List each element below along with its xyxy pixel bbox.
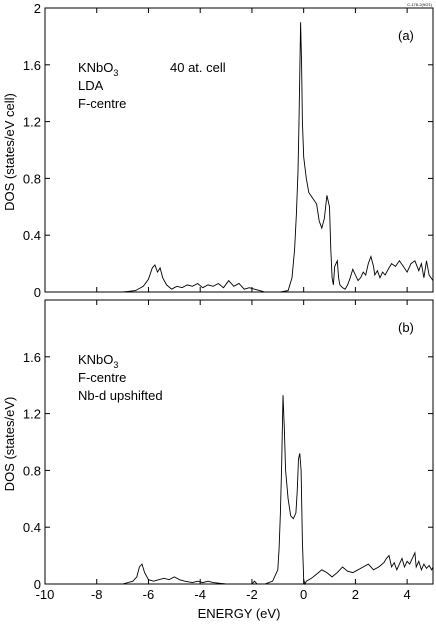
panel-a-frame — [44, 7, 434, 293]
panel-b-formula-subscript: 3 — [113, 360, 118, 370]
panel-a-y-tick-label: 0 — [34, 285, 41, 300]
panel-a-y-tick-label: 0.4 — [23, 228, 41, 243]
panel-b-x-tick-label: -8 — [91, 587, 103, 602]
panel-a-y-tick-label: 2 — [34, 1, 41, 16]
panel-a-y-axis-title: DOS (states/eV cell) — [2, 93, 17, 211]
panel-a-cell-note: 40 at. cell — [170, 60, 226, 75]
panel-a-method: LDA — [78, 78, 104, 93]
panel-b-frame — [44, 299, 434, 585]
panel-b-x-tick-label: 4 — [404, 587, 411, 602]
panel-b-chart: 0 0.4 0.8 1.2 1.6 -10 -8 -6 -4 -2 0 2 4 (b) KNbO3 F… — [2, 299, 434, 621]
panel-a-x-ticks — [44, 8, 408, 292]
panel-a-y-ticks: 0 0.4 0.8 1.2 1.6 2 — [23, 1, 433, 300]
panel-b-defect: F-centre — [78, 370, 126, 385]
panel-b-y-tick-label: 0 — [34, 577, 41, 592]
panel-b-y-ticks: 0 0.4 0.8 1.2 1.6 — [23, 350, 433, 592]
panel-b-x-tick-label: -10 — [36, 587, 55, 602]
panel-a-chart: 0 0.4 0.8 1.2 1.6 2 (a) KNbO3 40 at. cell LDA… — [2, 1, 434, 300]
panel-b-x-tick-label: 0 — [300, 587, 307, 602]
panel-a-defect: F-centre — [78, 96, 126, 111]
panel-a-label: (a) — [398, 28, 414, 43]
panel-b-label: (b) — [398, 320, 414, 335]
panel-b-y-tick-label: 0.8 — [23, 463, 41, 478]
panel-a-y-tick-label: 1.2 — [23, 115, 41, 130]
panel-b-x-tick-label: -6 — [143, 587, 155, 602]
panel-b-y-tick-label: 0.4 — [23, 520, 41, 535]
x-axis-title: ENERGY (eV) — [198, 606, 281, 621]
panel-a-formula-subscript: 3 — [113, 68, 118, 78]
panel-b-formula-main: KNbO — [78, 352, 113, 367]
panel-a-formula-main: KNbO — [78, 60, 113, 75]
panel-b-x-tick-label: -2 — [246, 587, 258, 602]
panel-a-dos-curve — [45, 22, 434, 293]
panel-b-y-tick-label: 1.2 — [23, 407, 41, 422]
panel-a-y-tick-label: 1.6 — [23, 58, 41, 73]
panel-b-x-ticks: -10 -8 -6 -4 -2 0 2 4 — [36, 300, 411, 602]
panel-b-shift-note: Nb-d upshifted — [78, 388, 163, 403]
panel-a-formula: KNbO3 — [78, 60, 118, 78]
panel-b-y-axis-title: DOS (states/eV) — [2, 397, 17, 492]
panel-b-dos-curve — [45, 395, 434, 586]
panel-a-y-tick-label: 0.8 — [23, 171, 41, 186]
panel-b-x-tick-label: -4 — [194, 587, 206, 602]
panel-b-x-tick-label: 2 — [352, 587, 359, 602]
panel-b-formula: KNbO3 — [78, 352, 118, 370]
panel-b-y-tick-label: 1.6 — [23, 350, 41, 365]
corner-code: C-178-2(9/21) — [407, 2, 433, 7]
